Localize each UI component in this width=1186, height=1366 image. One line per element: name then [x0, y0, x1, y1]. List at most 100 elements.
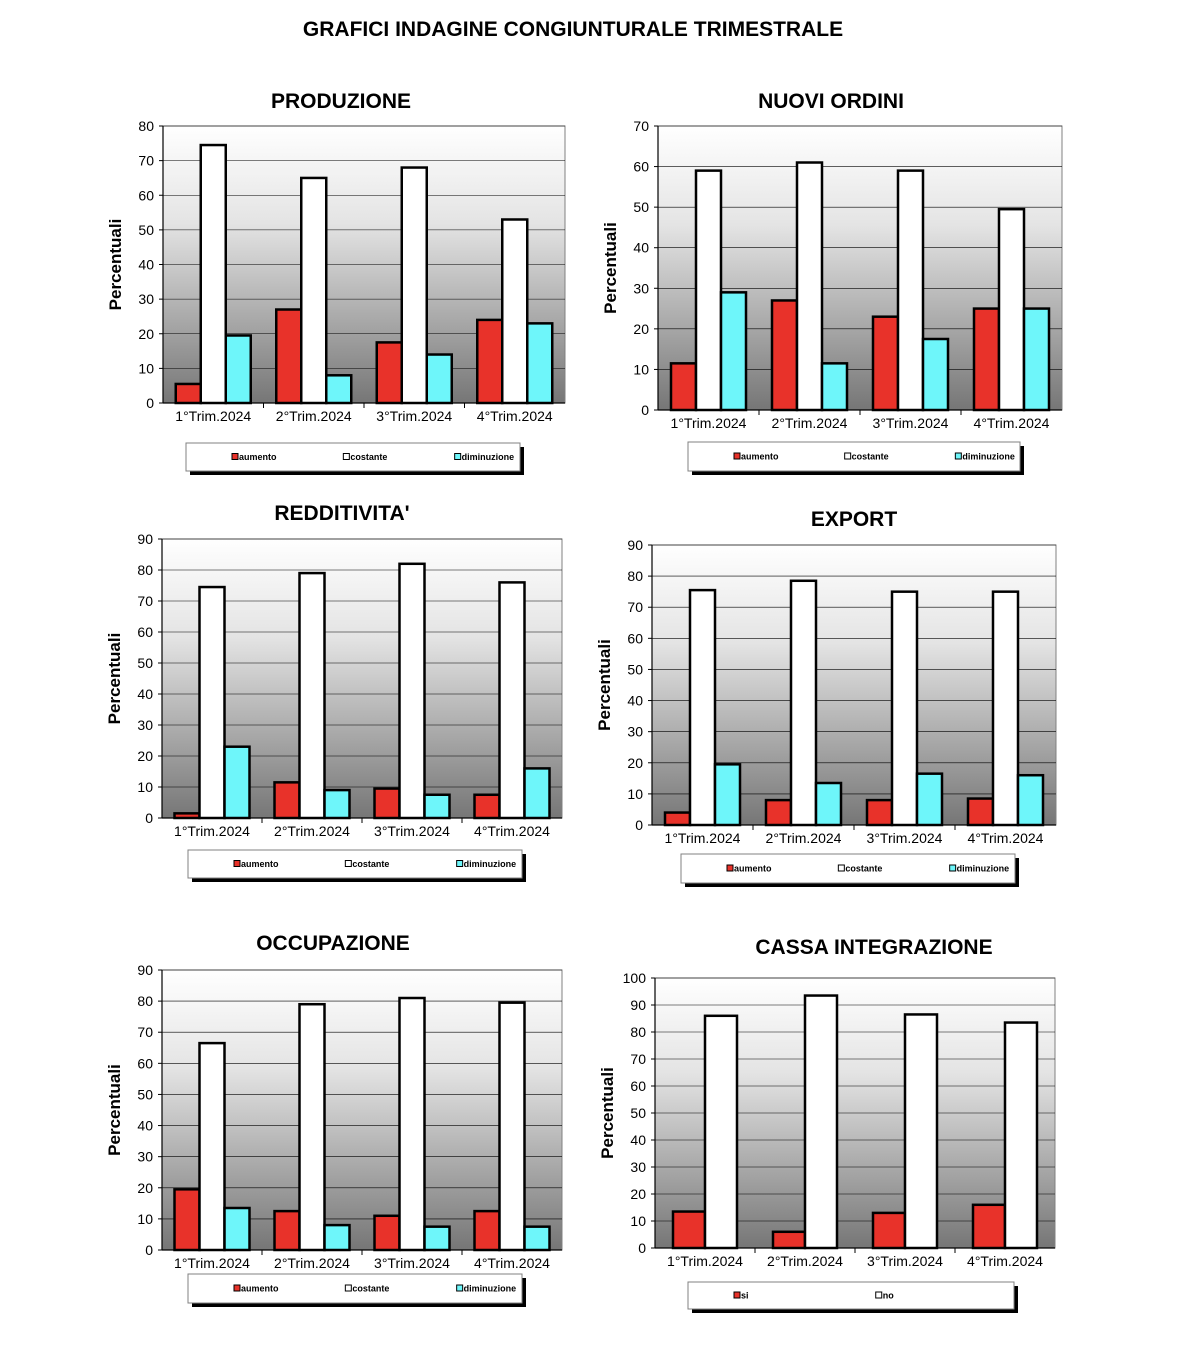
legend-swatch-no [875, 1291, 883, 1299]
y-tick-label: 40 [137, 1118, 153, 1134]
legend-swatch-diminuzione [456, 1284, 464, 1292]
y-tick-label: 0 [145, 1242, 153, 1258]
y-tick-label: 50 [630, 1105, 646, 1121]
x-tick-label: 4°Trim.2024 [477, 408, 553, 424]
x-tick-label: 1°Trim.2024 [174, 823, 250, 839]
bar-costante [198, 585, 226, 820]
y-tick-label: 70 [137, 593, 153, 609]
legend-swatch-aumento [233, 1284, 241, 1292]
legend-swatch-diminuzione [456, 860, 464, 867]
bar-diminuzione [323, 1223, 351, 1252]
bar-si [871, 1211, 907, 1250]
x-tick-label: 3°Trim.2024 [376, 408, 452, 424]
y-tick-label: 60 [138, 187, 154, 203]
y-tick-label: 50 [137, 655, 153, 671]
y-tick-label: 10 [630, 1213, 646, 1229]
y-tick-label: 20 [137, 748, 153, 764]
bar-aumento [972, 307, 1001, 412]
legend-swatch-aumento [733, 452, 741, 460]
y-tick-label: 20 [138, 326, 154, 342]
bar-diminuzione [223, 745, 251, 820]
x-tick-label: 1°Trim.2024 [174, 1255, 250, 1271]
bar-aumento [273, 781, 301, 820]
legend-swatch-aumento [231, 453, 239, 460]
x-tick-label: 4°Trim.2024 [967, 1253, 1043, 1269]
legend-label-costante: costante [852, 452, 889, 462]
bar-costante [298, 1002, 326, 1252]
legend-label-diminuzione: diminuzione [464, 1284, 516, 1294]
y-tick-label: 70 [627, 599, 643, 615]
y-tick-label: 10 [137, 779, 153, 795]
bar-diminuzione [425, 353, 453, 405]
bar-no [903, 1013, 939, 1250]
bar-aumento [173, 1188, 201, 1252]
y-tick-label: 80 [137, 993, 153, 1009]
bar-aumento [669, 362, 698, 412]
legend-label-costante: costante [350, 452, 387, 462]
bar-diminuzione [814, 781, 843, 827]
legend-box [687, 1281, 1015, 1310]
legend-swatch-costante [344, 1284, 352, 1292]
bar-diminuzione [323, 788, 351, 820]
y-tick-label: 80 [630, 1024, 646, 1040]
bar-costante [789, 579, 818, 827]
bar-aumento [173, 812, 201, 820]
x-tick-label: 2°Trim.2024 [767, 1253, 843, 1269]
bar-aumento [764, 798, 793, 827]
x-tick-label: 3°Trim.2024 [867, 1253, 943, 1269]
y-tick-label: 10 [138, 360, 154, 376]
bar-diminuzione [523, 1225, 551, 1252]
bar-costante [694, 169, 723, 412]
y-tick-label: 50 [138, 222, 154, 238]
bar-costante [300, 176, 328, 405]
x-tick-label: 1°Trim.2024 [671, 415, 747, 431]
y-tick-label: 70 [138, 153, 154, 169]
legend-label-diminuzione: diminuzione [962, 452, 1015, 462]
chart-title: CASSA INTEGRAZIONE [755, 936, 992, 959]
y-tick-label: 0 [145, 810, 153, 826]
y-tick-label: 10 [633, 361, 649, 377]
x-tick-label: 2°Trim.2024 [274, 823, 350, 839]
legend-box [187, 1273, 523, 1304]
x-tick-label: 3°Trim.2024 [867, 830, 943, 846]
bar-aumento [865, 798, 894, 827]
bar-costante [997, 207, 1026, 412]
legend-swatch-costante [342, 453, 350, 460]
y-tick-label: 0 [635, 817, 643, 833]
y-tick-label: 30 [627, 724, 643, 740]
x-tick-label: 1°Trim.2024 [665, 830, 741, 846]
chart-cassa-integrazione: CASSA INTEGRAZIONE 0 10 20 30 40 50 60 70 80 90 100… [598, 936, 1056, 1313]
bar-diminuzione [423, 793, 451, 820]
bar-no [703, 1014, 739, 1250]
legend-box [680, 853, 1016, 884]
bar-costante [795, 161, 824, 412]
y-tick-label: 90 [630, 997, 646, 1013]
legend-box [185, 442, 521, 472]
bar-costante [896, 169, 925, 412]
y-tick-label: 70 [137, 1024, 153, 1040]
bar-costante [991, 590, 1020, 827]
bar-diminuzione [223, 1206, 251, 1252]
x-tick-label: 2°Trim.2024 [274, 1255, 350, 1271]
bar-aumento [375, 341, 403, 405]
y-tick-label: 80 [627, 568, 643, 584]
bar-aumento [473, 1209, 501, 1252]
y-tick-label: 0 [638, 1240, 646, 1256]
legend-swatch-aumento [726, 864, 734, 872]
x-tick-label: 2°Trim.2024 [766, 830, 842, 846]
bar-costante [498, 1001, 526, 1252]
y-tick-label: 90 [137, 962, 153, 978]
x-tick-label: 4°Trim.2024 [968, 830, 1044, 846]
bar-si [671, 1210, 707, 1250]
legend-box [187, 849, 523, 879]
bar-si [771, 1230, 807, 1250]
y-tick-label: 40 [633, 240, 649, 256]
chart-title: OCCUPAZIONE [256, 932, 410, 955]
legend-swatch-costante [837, 864, 845, 872]
y-tick-label: 30 [137, 1149, 153, 1165]
bar-costante [890, 590, 919, 827]
chart-nuovi-ordini: NUOVI ORDINI 0 10 20 30 40 50 60 70 Percentuali 1°… [601, 90, 1063, 475]
y-tick-label: 40 [627, 693, 643, 709]
y-tick-label: 80 [138, 118, 154, 134]
x-tick-label: 4°Trim.2024 [974, 415, 1050, 431]
